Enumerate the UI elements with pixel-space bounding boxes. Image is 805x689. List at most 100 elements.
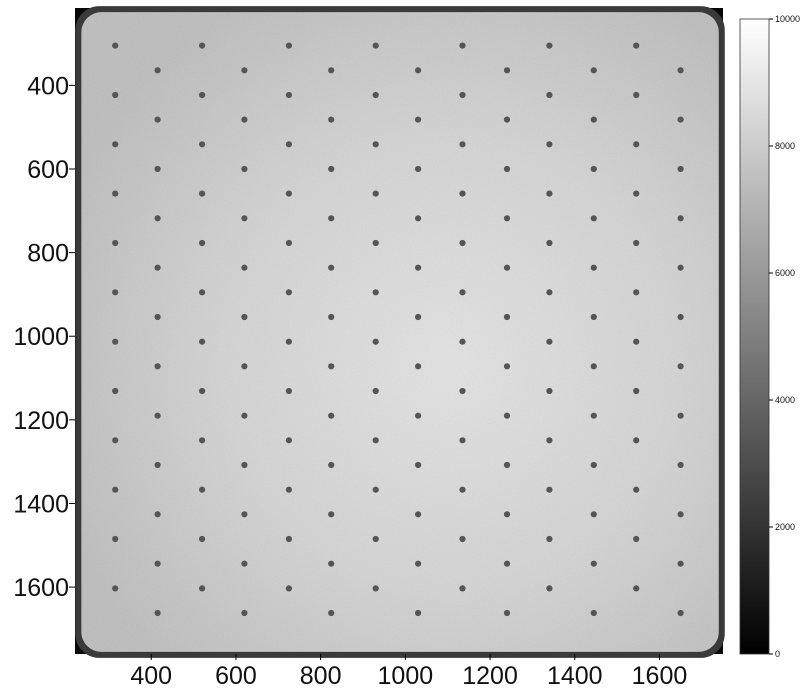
calibration-dot bbox=[546, 585, 553, 592]
calibration-dot bbox=[372, 91, 379, 99]
colorbar-tick-label: 8000 bbox=[775, 141, 795, 151]
calibration-dot bbox=[415, 264, 422, 271]
calibration-dot bbox=[633, 42, 640, 49]
calibration-dot bbox=[199, 387, 206, 395]
calibration-dot bbox=[285, 289, 292, 296]
calibration-dot bbox=[199, 486, 206, 493]
calibration-dot bbox=[285, 387, 292, 395]
calibration-dot bbox=[112, 437, 119, 444]
calibration-dot bbox=[503, 560, 511, 567]
y-tick-label: 1400 bbox=[13, 490, 69, 518]
calibration-dot bbox=[590, 264, 597, 271]
calibration-dot bbox=[503, 461, 511, 469]
calibration-dot bbox=[199, 239, 206, 247]
calibration-dot bbox=[590, 511, 597, 518]
calibration-dot bbox=[590, 165, 597, 173]
calibration-dot bbox=[328, 461, 335, 469]
calibration-dot bbox=[590, 363, 597, 370]
calibration-dot bbox=[154, 165, 161, 173]
calibration-dot bbox=[546, 239, 553, 247]
calibration-dot bbox=[241, 165, 248, 173]
x-tick-label: 1600 bbox=[632, 662, 688, 689]
calibration-dot bbox=[328, 609, 335, 617]
calibration-dot bbox=[372, 190, 379, 197]
calibration-dot bbox=[633, 486, 640, 493]
calibration-dot bbox=[199, 141, 206, 148]
calibration-dot bbox=[285, 239, 292, 247]
calibration-dot bbox=[633, 239, 640, 247]
calibration-dot bbox=[285, 141, 292, 148]
calibration-dot bbox=[241, 609, 248, 617]
y-tick-label: 600 bbox=[27, 156, 69, 184]
calibration-dot bbox=[241, 67, 248, 74]
calibration-dot bbox=[241, 461, 248, 469]
calibration-dot bbox=[112, 387, 119, 395]
calibration-dot bbox=[112, 239, 119, 247]
calibration-dot bbox=[633, 535, 640, 543]
calibration-dot bbox=[285, 42, 292, 49]
calibration-dot bbox=[677, 363, 684, 370]
calibration-dot bbox=[415, 313, 422, 321]
calibration-dot bbox=[285, 486, 292, 493]
calibration-dot bbox=[415, 67, 422, 74]
calibration-dot bbox=[154, 264, 161, 271]
calibration-dot bbox=[590, 116, 597, 123]
calibration-dot bbox=[199, 190, 206, 197]
calibration-dot bbox=[633, 338, 640, 345]
calibration-dot bbox=[112, 190, 119, 197]
x-tick-label: 800 bbox=[300, 662, 342, 689]
calibration-dot bbox=[372, 42, 379, 49]
calibration-dot bbox=[546, 289, 553, 296]
y-axis-ticks: 400 600 800 1000 1200 1400 1600 bbox=[13, 72, 75, 602]
calibration-dot bbox=[503, 363, 511, 370]
calibration-dot bbox=[633, 437, 640, 444]
calibration-dot bbox=[285, 535, 292, 543]
calibration-dot bbox=[503, 264, 511, 271]
y-tick-label: 1000 bbox=[13, 323, 69, 351]
calibration-dot bbox=[241, 511, 248, 518]
colorbar-gradient bbox=[739, 18, 770, 655]
y-tick-label: 1200 bbox=[13, 407, 69, 435]
calibration-dot bbox=[112, 42, 119, 49]
calibration-dot bbox=[633, 387, 640, 395]
calibration-dot bbox=[503, 116, 511, 123]
calibration-dot bbox=[546, 387, 553, 395]
calibration-dot bbox=[677, 511, 684, 518]
calibration-dot bbox=[328, 363, 335, 370]
calibration-dot bbox=[590, 313, 597, 321]
calibration-dot bbox=[459, 289, 466, 296]
calibration-dot bbox=[633, 141, 640, 148]
calibration-dot bbox=[372, 289, 379, 296]
calibration-dot bbox=[415, 116, 422, 123]
calibration-dot bbox=[503, 313, 511, 321]
calibration-dot bbox=[590, 67, 597, 74]
noise-overlay bbox=[81, 12, 719, 652]
calibration-dot bbox=[372, 437, 379, 444]
calibration-dot bbox=[459, 338, 466, 345]
calibration-dot bbox=[154, 461, 161, 469]
calibration-dot bbox=[328, 67, 335, 74]
calibration-dot bbox=[372, 387, 379, 395]
calibration-dot bbox=[372, 585, 379, 592]
calibration-dot bbox=[677, 412, 684, 419]
calibration-dot bbox=[415, 215, 422, 222]
x-axis-ticks: 400 600 800 1000 1200 1400 1600 bbox=[130, 654, 687, 689]
calibration-dot bbox=[112, 141, 119, 148]
calibration-dot bbox=[241, 560, 248, 567]
calibration-dot bbox=[590, 609, 597, 617]
colorbar-tick-label: 2000 bbox=[775, 522, 795, 532]
calibration-dot bbox=[415, 560, 422, 567]
colorbar-ticks: 0 2000 4000 6000 8000 10000 bbox=[769, 14, 800, 659]
calibration-dot bbox=[241, 363, 248, 370]
calibration-dot bbox=[372, 239, 379, 247]
calibration-dot bbox=[241, 264, 248, 271]
calibration-dot bbox=[199, 585, 206, 592]
calibration-dot bbox=[546, 437, 553, 444]
image-area bbox=[75, 6, 725, 658]
colorbar-tick-label: 10000 bbox=[775, 14, 800, 24]
calibration-dot bbox=[677, 609, 684, 617]
colorbar-tick-label: 4000 bbox=[775, 395, 795, 405]
colorbar: 0 2000 4000 6000 8000 10000 bbox=[739, 14, 800, 659]
x-tick-label: 1200 bbox=[462, 662, 518, 689]
calibration-dot bbox=[285, 338, 292, 345]
